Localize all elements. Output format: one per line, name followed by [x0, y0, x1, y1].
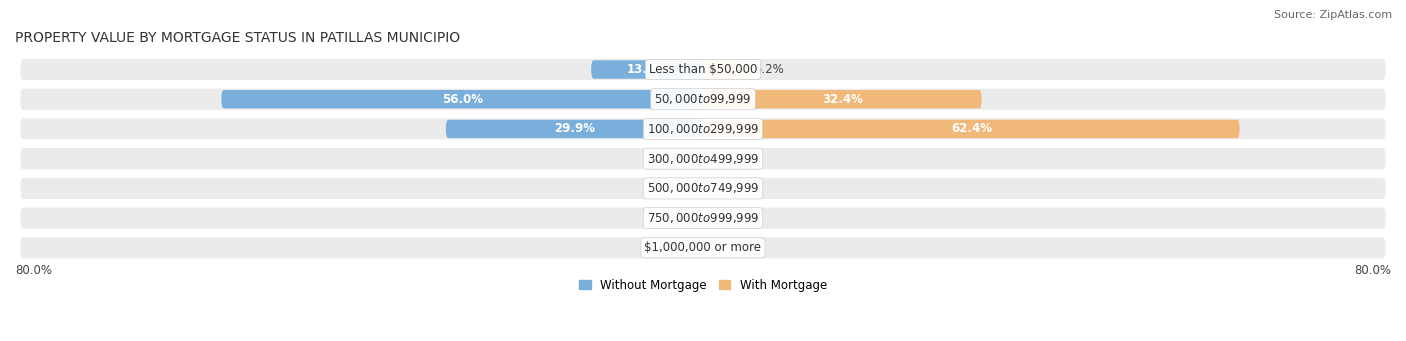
Text: 0.0%: 0.0% [728, 152, 758, 165]
Text: 80.0%: 80.0% [1354, 264, 1391, 277]
FancyBboxPatch shape [20, 236, 1386, 260]
Text: 62.4%: 62.4% [950, 122, 991, 135]
FancyBboxPatch shape [20, 207, 1386, 230]
Text: 32.4%: 32.4% [823, 93, 863, 106]
FancyBboxPatch shape [20, 58, 1386, 81]
FancyBboxPatch shape [20, 117, 1386, 140]
Text: 0.71%: 0.71% [652, 152, 690, 165]
Text: $500,000 to $749,999: $500,000 to $749,999 [647, 181, 759, 195]
Text: 5.2%: 5.2% [755, 63, 785, 76]
Text: 0.37%: 0.37% [655, 182, 693, 195]
Legend: Without Mortgage, With Mortgage: Without Mortgage, With Mortgage [574, 274, 832, 296]
FancyBboxPatch shape [446, 120, 703, 138]
Text: Source: ZipAtlas.com: Source: ZipAtlas.com [1274, 10, 1392, 20]
Text: Less than $50,000: Less than $50,000 [648, 63, 758, 76]
Text: 0.0%: 0.0% [728, 212, 758, 225]
FancyBboxPatch shape [20, 177, 1386, 200]
Text: $100,000 to $299,999: $100,000 to $299,999 [647, 122, 759, 136]
Text: 56.0%: 56.0% [441, 93, 482, 106]
Text: $300,000 to $499,999: $300,000 to $499,999 [647, 152, 759, 166]
FancyBboxPatch shape [20, 147, 1386, 170]
FancyBboxPatch shape [591, 60, 703, 79]
Text: 13.0%: 13.0% [627, 63, 668, 76]
FancyBboxPatch shape [20, 88, 1386, 111]
Text: PROPERTY VALUE BY MORTGAGE STATUS IN PATILLAS MUNICIPIO: PROPERTY VALUE BY MORTGAGE STATUS IN PAT… [15, 31, 460, 45]
Text: 0.0%: 0.0% [648, 212, 678, 225]
FancyBboxPatch shape [697, 149, 703, 168]
Text: 0.0%: 0.0% [728, 241, 758, 254]
Text: $750,000 to $999,999: $750,000 to $999,999 [647, 211, 759, 225]
FancyBboxPatch shape [703, 90, 981, 108]
FancyBboxPatch shape [703, 120, 1240, 138]
FancyBboxPatch shape [703, 60, 748, 79]
Text: $1,000,000 or more: $1,000,000 or more [644, 241, 762, 254]
Text: 0.0%: 0.0% [728, 182, 758, 195]
Text: $50,000 to $99,999: $50,000 to $99,999 [654, 92, 752, 106]
Text: 29.9%: 29.9% [554, 122, 595, 135]
FancyBboxPatch shape [700, 179, 703, 197]
FancyBboxPatch shape [221, 90, 703, 108]
Text: 80.0%: 80.0% [15, 264, 52, 277]
Text: 0.0%: 0.0% [648, 241, 678, 254]
